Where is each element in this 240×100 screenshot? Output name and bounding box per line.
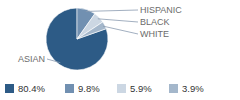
chart: ASIAN HISPANIC BLACK WHITE 80.4% 9.8% 5.9% 3.9% — [0, 0, 240, 100]
slice-label: WHITE — [140, 29, 169, 39]
pie — [46, 8, 108, 70]
legend-label: 5.9% — [130, 83, 152, 94]
legend-swatch — [169, 84, 178, 93]
legend-swatch — [117, 84, 126, 93]
leader-line — [86, 10, 138, 11]
legend-label: 80.4% — [18, 83, 45, 94]
pie-slice — [77, 22, 106, 39]
slice-label: ASIAN — [18, 54, 45, 64]
leader-line — [98, 19, 138, 22]
page: {"chart_data": {"type": "pie", "categori… — [0, 0, 240, 100]
legend-label: 9.8% — [78, 83, 100, 94]
legend-swatch — [65, 84, 74, 93]
leader-line — [103, 26, 138, 34]
leader-line — [47, 59, 60, 63]
slice-label: HISPANIC — [140, 5, 182, 15]
slice-label: BLACK — [140, 17, 170, 27]
legend-swatch — [5, 84, 14, 93]
pie-slice — [46, 8, 108, 70]
legend-label: 3.9% — [182, 83, 204, 94]
